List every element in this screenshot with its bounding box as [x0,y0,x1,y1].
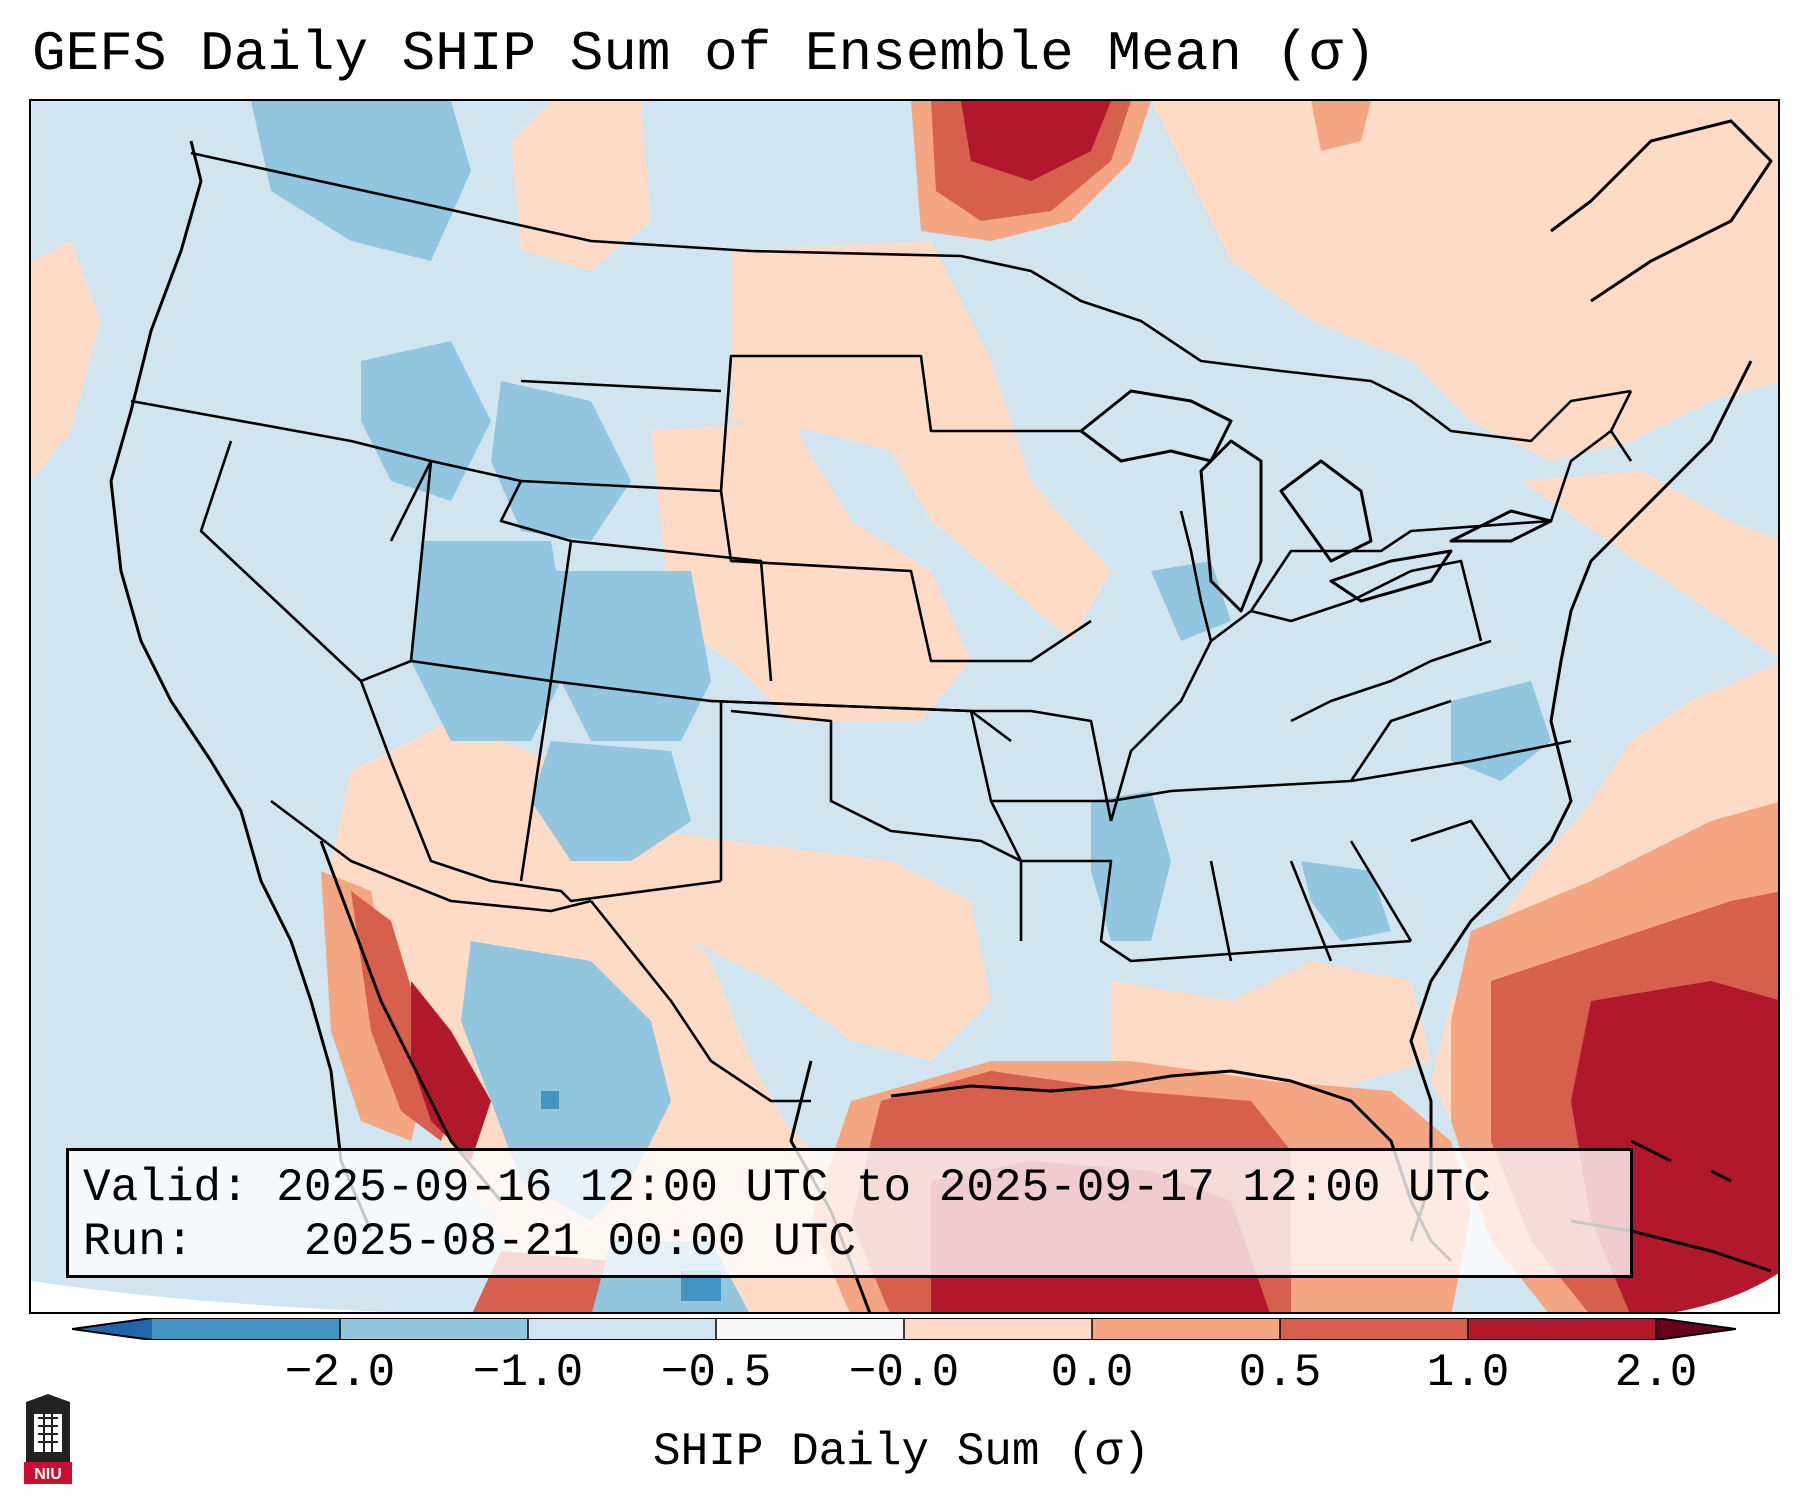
valid-label: Valid: [83,1162,249,1214]
colorbar-over-extension [1656,1318,1736,1340]
run-label: Run: [83,1216,194,1268]
colorbar-ticks: −2.0 −1.0 −0.5 −0.0 0.0 0.5 1.0 2.0 [0,1345,1803,1405]
colorbar-tick-label: 0.0 [1050,1347,1134,1399]
niu-logo-icon: NIU [24,1394,72,1484]
colorbar [72,1318,1736,1340]
colorbar-tick-label: −1.0 [472,1347,584,1399]
colorbar-label: SHIP Daily Sum (σ) [653,1426,1150,1478]
colorbar-tick-label: 2.0 [1614,1347,1698,1399]
valid-value: 2025-09-16 12:00 UTC to 2025-09-17 12:00… [276,1162,1491,1214]
logo-text: NIU [34,1466,62,1483]
colorbar-segment [716,1318,905,1340]
map-panel [29,99,1780,1314]
field-weak-negative [251,101,1551,1312]
colorbar-segments [152,1318,1657,1340]
domain-edge-right [1676,1273,1778,1312]
valid-row: Valid: 2025-09-16 12:00 UTC to 2025-09-1… [83,1161,1616,1215]
colorbar-segment [1092,1318,1281,1340]
colorbar-tick-label: −0.0 [848,1347,960,1399]
colorbar-tick-label: −0.5 [660,1347,772,1399]
valid-run-info-box: Valid: 2025-09-16 12:00 UTC to 2025-09-1… [66,1148,1633,1278]
chart-title: GEFS Daily SHIP Sum of Ensemble Mean (σ) [32,22,1377,86]
state-borders [130,151,1633,1103]
colorbar-tick-label: 0.5 [1238,1347,1322,1399]
map-svg [31,101,1778,1312]
colorbar-segment [340,1318,529,1340]
colorbar-segment [904,1318,1093,1340]
domain-edge-left [31,1281,390,1312]
colorbar-segment [528,1318,717,1340]
colorbar-segment [152,1318,341,1340]
colorbar-tick-label: 1.0 [1426,1347,1510,1399]
colorbar-tick-label: −2.0 [284,1347,396,1399]
colorbar-segment [1468,1318,1657,1340]
colorbar-segment [1280,1318,1469,1340]
colorbar-under-extension [72,1318,152,1340]
run-row: Run: 2025-08-21 00:00 UTC [83,1215,1616,1269]
run-value: 2025-08-21 00:00 UTC [303,1216,856,1268]
